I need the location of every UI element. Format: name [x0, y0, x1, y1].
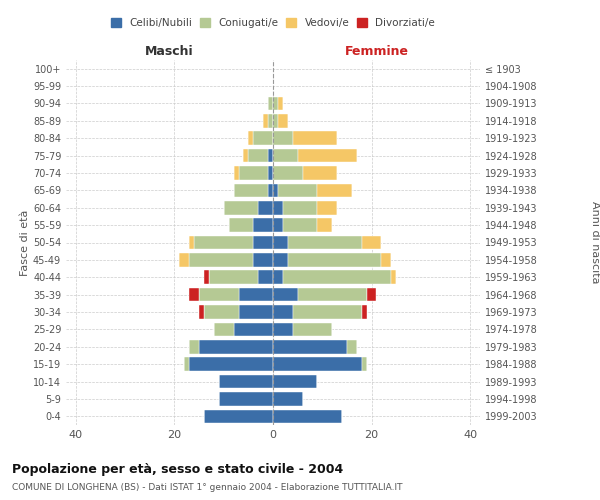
Bar — [362, 305, 367, 319]
Bar — [293, 322, 332, 336]
Bar — [233, 184, 268, 197]
Bar — [283, 218, 317, 232]
Bar — [268, 149, 273, 162]
Bar — [278, 114, 288, 128]
Bar — [273, 392, 302, 406]
Bar — [273, 305, 293, 319]
Bar — [239, 288, 273, 302]
Bar — [273, 340, 347, 353]
Bar — [253, 236, 273, 250]
Bar — [298, 288, 367, 302]
Bar — [367, 288, 377, 302]
Bar — [298, 149, 357, 162]
Bar — [248, 149, 268, 162]
Bar — [233, 166, 239, 180]
Bar — [229, 218, 253, 232]
Bar — [244, 149, 248, 162]
Bar — [278, 96, 283, 110]
Bar — [248, 132, 253, 145]
Legend: Celibi/Nubili, Coniugati/e, Vedovi/e, Divorziati/e: Celibi/Nubili, Coniugati/e, Vedovi/e, Di… — [107, 14, 439, 32]
Bar — [283, 270, 391, 284]
Bar — [283, 201, 317, 214]
Bar — [293, 305, 362, 319]
Bar — [273, 410, 342, 423]
Bar — [189, 253, 253, 266]
Bar — [189, 288, 199, 302]
Bar — [199, 288, 239, 302]
Bar — [204, 410, 273, 423]
Bar — [219, 392, 273, 406]
Bar — [288, 253, 382, 266]
Bar — [362, 358, 367, 371]
Bar — [224, 201, 258, 214]
Bar — [273, 184, 278, 197]
Bar — [273, 132, 293, 145]
Bar — [273, 114, 278, 128]
Bar — [293, 132, 337, 145]
Bar — [288, 236, 362, 250]
Bar — [253, 218, 273, 232]
Bar — [273, 96, 278, 110]
Bar — [382, 253, 391, 266]
Bar — [219, 375, 273, 388]
Bar — [204, 305, 239, 319]
Bar — [273, 236, 288, 250]
Bar — [239, 305, 273, 319]
Bar — [194, 236, 253, 250]
Bar — [189, 340, 199, 353]
Bar — [204, 270, 209, 284]
Bar — [263, 114, 268, 128]
Bar — [317, 184, 352, 197]
Bar — [273, 253, 288, 266]
Bar — [184, 358, 189, 371]
Bar — [273, 149, 298, 162]
Bar — [189, 358, 273, 371]
Bar — [209, 270, 258, 284]
Bar — [273, 358, 362, 371]
Text: Maschi: Maschi — [145, 46, 194, 59]
Bar — [253, 253, 273, 266]
Bar — [268, 184, 273, 197]
Bar — [273, 288, 298, 302]
Bar — [258, 201, 273, 214]
Bar — [199, 340, 273, 353]
Bar — [179, 253, 189, 266]
Bar — [302, 166, 337, 180]
Bar — [273, 166, 302, 180]
Bar — [268, 114, 273, 128]
Bar — [273, 218, 283, 232]
Text: Femmine: Femmine — [344, 46, 409, 59]
Text: COMUNE DI LONGHENA (BS) - Dati ISTAT 1° gennaio 2004 - Elaborazione TUTTITALIA.I: COMUNE DI LONGHENA (BS) - Dati ISTAT 1° … — [12, 484, 403, 492]
Bar — [362, 236, 382, 250]
Y-axis label: Anni di nascita: Anni di nascita — [590, 201, 600, 284]
Bar — [278, 184, 317, 197]
Bar — [258, 270, 273, 284]
Bar — [233, 322, 273, 336]
Bar — [273, 322, 293, 336]
Bar — [347, 340, 357, 353]
Text: Popolazione per età, sesso e stato civile - 2004: Popolazione per età, sesso e stato civil… — [12, 462, 343, 475]
Bar — [273, 270, 283, 284]
Bar — [253, 132, 273, 145]
Bar — [199, 305, 204, 319]
Bar — [317, 218, 332, 232]
Bar — [317, 201, 337, 214]
Bar — [273, 375, 317, 388]
Bar — [189, 236, 194, 250]
Bar — [214, 322, 233, 336]
Y-axis label: Fasce di età: Fasce di età — [20, 210, 30, 276]
Bar — [268, 166, 273, 180]
Bar — [268, 96, 273, 110]
Bar — [239, 166, 268, 180]
Bar — [273, 201, 283, 214]
Bar — [391, 270, 396, 284]
